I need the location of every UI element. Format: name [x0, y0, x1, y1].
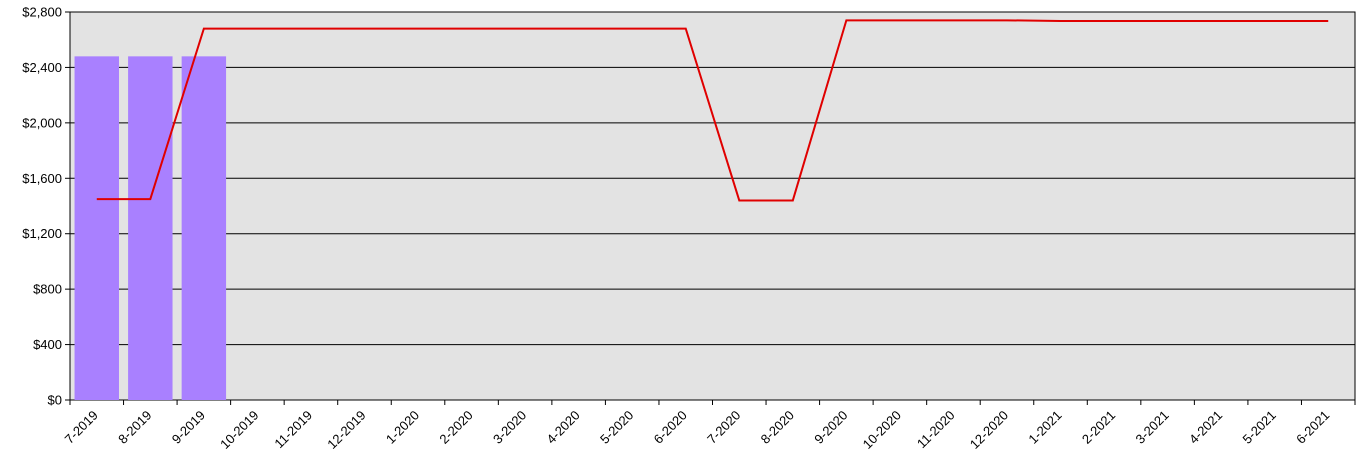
x-tick-label: 5-2020: [597, 408, 636, 447]
x-tick-label: 12-2019: [324, 408, 368, 452]
y-axis: $0 $400 $800 $1,200 $1,600 $2,000 $2,400 $2,800: [22, 5, 70, 408]
x-tick-label: 3-2021: [1132, 408, 1171, 447]
x-tick-label: 10-2020: [860, 408, 904, 452]
x-tick-label: 9-2020: [811, 408, 850, 447]
x-tick-label: 2-2020: [436, 408, 475, 447]
y-tick-label: $2,400: [22, 60, 62, 75]
x-tick-label: 5-2021: [1240, 408, 1279, 447]
x-tick-label: 11-2019: [271, 408, 315, 452]
x-tick-label: 9-2019: [169, 408, 208, 447]
x-tick-label: 6-2021: [1293, 408, 1332, 447]
x-tick-label: 11-2020: [914, 408, 958, 452]
bar-series: [75, 56, 227, 400]
x-tick-label: 6-2020: [651, 408, 690, 447]
x-tick-label: 7-2020: [704, 408, 743, 447]
x-tick-label: 12-2020: [967, 408, 1011, 452]
x-tick-label: 1-2021: [1025, 408, 1064, 447]
y-tick-label: $1,600: [22, 171, 62, 186]
y-tick-label: $0: [48, 393, 62, 408]
x-axis: 7-2019 8-2019 9-2019 10-2019 11-2019 12-2019 1…: [62, 400, 1355, 452]
x-tick-label: 4-2021: [1186, 408, 1225, 447]
y-tick-label: $800: [33, 282, 62, 297]
y-tick-label: $1,200: [22, 226, 62, 241]
bar: [182, 56, 226, 400]
x-tick-label: 3-2020: [490, 408, 529, 447]
bar: [75, 56, 119, 400]
plot-area: [70, 12, 1355, 400]
bar: [128, 56, 172, 400]
y-tick-label: $2,800: [22, 5, 62, 20]
x-tick-label: 10-2019: [217, 408, 261, 452]
y-tick-label: $400: [33, 337, 62, 352]
x-tick-label: 4-2020: [544, 408, 583, 447]
x-tick-label: 8-2020: [758, 408, 797, 447]
x-tick-label: 1-2020: [383, 408, 422, 447]
x-tick-label: 2-2021: [1079, 408, 1118, 447]
x-tick-label: 7-2019: [62, 408, 101, 447]
y-tick-label: $2,000: [22, 115, 62, 130]
x-tick-label: 8-2019: [115, 408, 154, 447]
